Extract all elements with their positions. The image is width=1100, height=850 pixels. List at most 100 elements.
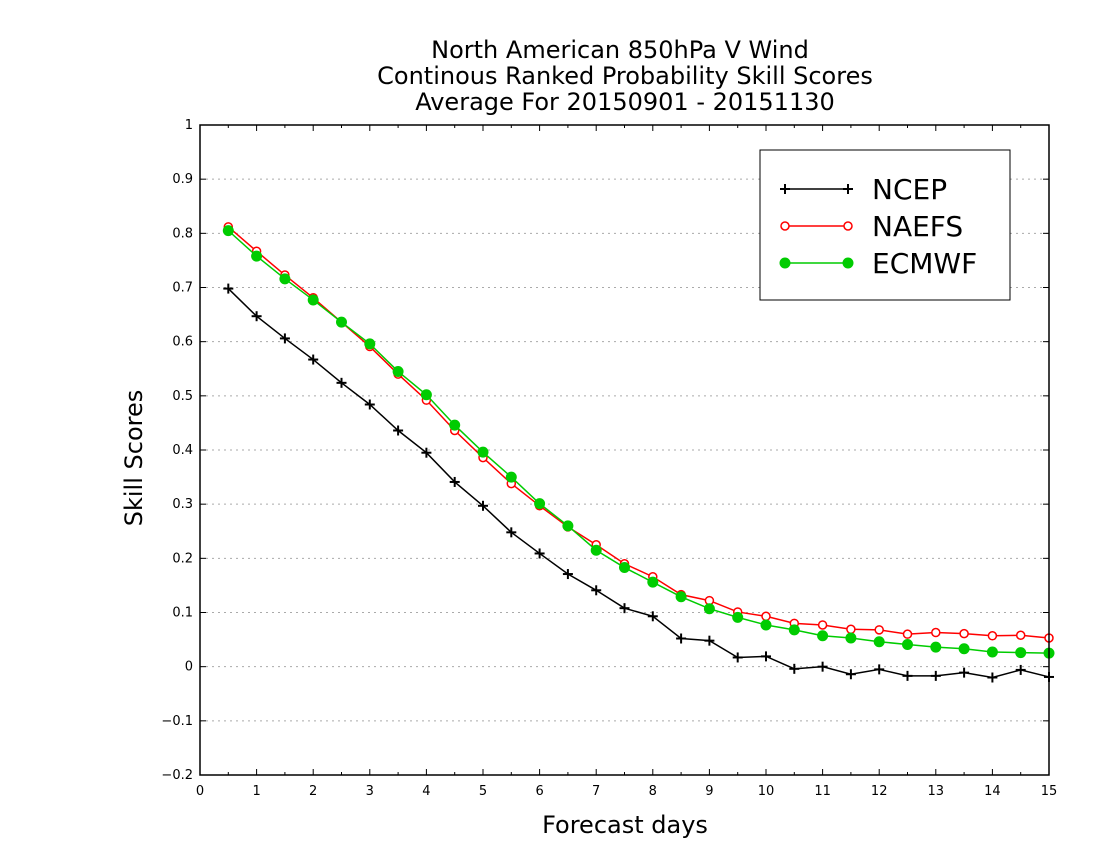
data-point-ncep bbox=[279, 333, 290, 344]
legend-marker bbox=[780, 184, 790, 194]
y-tick-label: 0.2 bbox=[172, 551, 193, 566]
data-point-ecmwf bbox=[1015, 647, 1027, 659]
data-point-ecmwf bbox=[619, 562, 630, 574]
legend: NCEP NAEFS ECMWF bbox=[759, 149, 1011, 301]
data-point-ecmwf bbox=[986, 646, 998, 658]
data-point-ecmwf bbox=[449, 419, 461, 431]
data-point-ecmwf bbox=[590, 544, 602, 556]
data-point-ecmwf bbox=[562, 520, 574, 532]
x-tick-label: 10 bbox=[758, 784, 775, 799]
series-layer bbox=[222, 222, 1055, 683]
series-ecmwf bbox=[222, 225, 1055, 659]
x-tick-label: 1 bbox=[252, 784, 260, 799]
data-point-ecmwf bbox=[477, 446, 489, 458]
data-point-ecmwf bbox=[930, 641, 942, 653]
x-tick-label: 14 bbox=[984, 784, 1001, 799]
data-point-ncep bbox=[393, 425, 404, 436]
title-line-2: Continous Ranked Probability Skill Score… bbox=[377, 62, 873, 90]
x-tick-label: 11 bbox=[814, 784, 831, 799]
data-point-ecmwf bbox=[732, 611, 744, 623]
data-point-ncep bbox=[223, 283, 234, 294]
x-tick-label: 5 bbox=[479, 784, 487, 799]
data-point-naefs bbox=[761, 611, 771, 622]
y-tick-label: 0.3 bbox=[172, 497, 193, 512]
x-tick-label: 4 bbox=[422, 784, 430, 799]
data-point-ncep bbox=[619, 603, 630, 614]
title-line-3: Average For 20150901 - 20151130 bbox=[415, 88, 835, 116]
data-point-ecmwf bbox=[675, 591, 687, 603]
data-point-ncep bbox=[506, 527, 517, 538]
data-point-ncep bbox=[251, 311, 262, 322]
data-point-ncep bbox=[789, 663, 800, 674]
y-tick-label: 0.4 bbox=[172, 443, 193, 458]
y-tick-label: 0.5 bbox=[172, 389, 193, 404]
x-tick-label: 3 bbox=[366, 784, 374, 799]
data-point-naefs bbox=[846, 624, 856, 635]
legend-marker bbox=[843, 221, 853, 231]
legend-marker bbox=[779, 257, 791, 269]
x-tick-label: 15 bbox=[1041, 784, 1058, 799]
legend-label-ncep: NCEP bbox=[872, 173, 947, 206]
data-point-ecmwf bbox=[279, 273, 291, 285]
data-point-ncep bbox=[562, 569, 573, 580]
data-point-naefs bbox=[817, 620, 828, 630]
x-tick-label: 0 bbox=[196, 784, 204, 799]
data-point-ecmwf bbox=[364, 338, 376, 350]
y-tick-label: 0.9 bbox=[172, 172, 193, 187]
data-point-ncep bbox=[817, 661, 828, 672]
data-point-naefs bbox=[987, 631, 998, 641]
data-point-ncep bbox=[591, 585, 602, 596]
data-point-ncep bbox=[704, 635, 715, 646]
y-tick-label: −0.1 bbox=[161, 714, 193, 729]
data-point-ecmwf bbox=[222, 225, 234, 237]
data-point-ncep bbox=[308, 354, 319, 365]
x-axis: 0 1 2 3 4 5 6 7 8 9 10 11 12 13 14 15 bbox=[196, 125, 1057, 799]
data-point-naefs bbox=[902, 629, 913, 639]
x-tick-label: 2 bbox=[309, 784, 317, 799]
data-point-ncep bbox=[761, 651, 771, 662]
data-point-ncep bbox=[959, 667, 970, 678]
legend-label-naefs: NAEFS bbox=[872, 210, 963, 243]
legend-entry-naefs: NAEFS bbox=[780, 210, 963, 243]
data-point-ecmwf bbox=[307, 294, 319, 306]
series-line-ncep bbox=[227, 288, 1050, 679]
x-tick-label: 8 bbox=[649, 784, 657, 799]
data-point-ecmwf bbox=[902, 638, 913, 650]
legend-label-ecmwf: ECMWF bbox=[872, 247, 977, 280]
data-point-ecmwf bbox=[647, 576, 659, 588]
y-tick-label: 0.6 bbox=[172, 335, 193, 350]
y-tick-label: 0.8 bbox=[172, 226, 193, 241]
y-tick-label: −0.2 bbox=[161, 768, 193, 783]
x-tick-label: 9 bbox=[705, 784, 713, 799]
y-tick-label: 0.1 bbox=[172, 606, 193, 621]
data-point-ncep bbox=[987, 672, 998, 683]
data-point-ncep bbox=[845, 669, 856, 680]
data-point-ncep bbox=[874, 664, 885, 675]
legend-entry-ncep: NCEP bbox=[780, 173, 947, 206]
data-point-ecmwf bbox=[958, 643, 970, 655]
data-point-ecmwf bbox=[534, 498, 546, 510]
x-tick-label: 13 bbox=[928, 784, 945, 799]
y-axis-title: Skill Scores bbox=[120, 390, 148, 527]
y-tick-label: 1 bbox=[185, 118, 193, 133]
data-point-ncep bbox=[336, 377, 347, 388]
data-point-ecmwf bbox=[788, 624, 800, 636]
x-axis-title: Forecast days bbox=[542, 811, 708, 839]
data-point-naefs bbox=[959, 628, 969, 639]
data-point-naefs bbox=[931, 627, 941, 638]
data-point-ecmwf bbox=[873, 636, 885, 648]
data-point-naefs bbox=[1015, 630, 1026, 640]
legend-box bbox=[759, 149, 1011, 301]
data-point-naefs bbox=[874, 625, 884, 635]
data-point-ncep bbox=[930, 670, 941, 681]
x-tick-label: 6 bbox=[535, 784, 543, 799]
data-point-ecmwf bbox=[336, 316, 347, 328]
data-point-ecmwf bbox=[845, 632, 857, 644]
title-line-1: North American 850hPa V Wind bbox=[431, 36, 809, 64]
x-tick-label: 12 bbox=[871, 784, 888, 799]
data-point-ncep bbox=[534, 548, 545, 559]
data-point-ncep bbox=[478, 500, 488, 511]
y-axis: −0.2 −0.1 0 0.1 0.2 0.3 0.4 0.5 0.6 0.7 0.8 0.9 1 bbox=[161, 118, 1049, 783]
data-point-ncep bbox=[676, 633, 687, 644]
